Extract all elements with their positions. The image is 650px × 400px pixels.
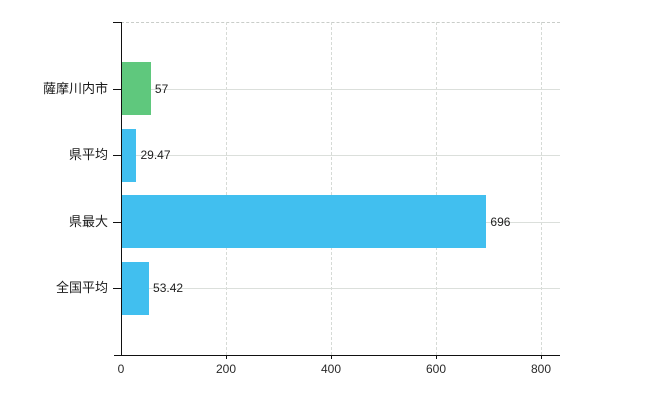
x-axis (114, 355, 560, 356)
bar-value-label: 29.47 (140, 148, 171, 163)
x-tick-label: 0 (117, 362, 125, 376)
bar-value-label: 696 (490, 214, 511, 229)
v-gridline (331, 22, 332, 355)
category-label: 薩摩川内市 (42, 80, 108, 96)
v-gridline (436, 22, 437, 355)
x-tick-label: 400 (320, 362, 342, 376)
bar (121, 61, 151, 116)
x-tick (331, 355, 332, 359)
category-label: 県平均 (68, 147, 108, 163)
y-tick (113, 155, 121, 157)
x-tick-label: 800 (530, 362, 552, 376)
x-tick (541, 355, 542, 359)
v-gridline (226, 22, 227, 355)
x-tick (436, 355, 437, 359)
category-label: 全国平均 (55, 280, 108, 296)
category-label: 県最大 (68, 213, 108, 229)
bar (121, 128, 137, 182)
h-gridline (121, 288, 560, 290)
x-tick-label: 600 (425, 362, 447, 376)
v-gridline (541, 22, 542, 355)
x-tick-label: 200 (215, 362, 237, 376)
bar (121, 261, 150, 316)
y-tick (113, 221, 121, 223)
bar-value-label: 53.42 (153, 281, 184, 296)
y-tick (113, 288, 121, 290)
bar-value-label: 57 (154, 81, 169, 96)
y-tick (113, 88, 121, 90)
h-gridline (121, 88, 560, 90)
y-axis-end-tick (113, 22, 121, 23)
h-gridline (121, 155, 560, 157)
plot-top-border (121, 22, 560, 23)
y-axis (121, 22, 122, 355)
x-tick (226, 355, 227, 359)
bar (121, 195, 487, 249)
